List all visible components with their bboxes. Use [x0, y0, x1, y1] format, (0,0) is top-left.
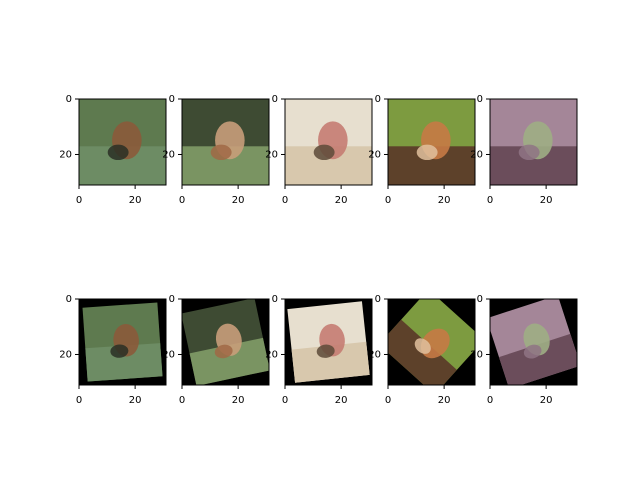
original-image-5 — [490, 99, 577, 185]
x-tick-label: 20 — [129, 395, 142, 406]
augmented-axis-frame — [489, 298, 578, 386]
panel-original-1: 0 20 0 20 — [59, 94, 167, 206]
x-tick-label: 20 — [232, 195, 245, 206]
original-axis-frame — [181, 98, 270, 186]
x-tick-label: 20 — [438, 195, 451, 206]
panel-original-5: 0 20 0 20 — [470, 94, 578, 206]
x-tick-label: 20 — [540, 195, 553, 206]
augmented-axis-frame — [78, 298, 167, 386]
x-tick-label: 20 — [335, 195, 348, 206]
original-image-3 — [285, 99, 372, 185]
augmented-axis-frame — [284, 298, 373, 386]
y-tick-label: 20 — [59, 349, 72, 360]
x-tick-label: 20 — [540, 395, 553, 406]
y-tick-label: 0 — [375, 294, 381, 305]
y-tick-label: 0 — [66, 294, 72, 305]
x-tick-label: 20 — [129, 195, 142, 206]
y-tick-label: 20 — [265, 149, 278, 160]
panel-original-3: 0 20 0 20 — [265, 94, 373, 206]
original-axis-frame — [489, 98, 578, 186]
x-tick-label: 0 — [385, 395, 391, 406]
original-image-4 — [388, 99, 475, 185]
x-tick-label: 0 — [76, 395, 82, 406]
x-tick-label: 0 — [487, 395, 493, 406]
x-tick-label: 0 — [76, 195, 82, 206]
y-tick-label: 0 — [169, 94, 175, 105]
x-tick-label: 0 — [282, 395, 288, 406]
augmented-image-2 — [182, 299, 269, 385]
y-tick-label: 20 — [368, 149, 381, 160]
y-tick-label: 0 — [272, 294, 278, 305]
x-tick-label: 20 — [335, 395, 348, 406]
y-tick-label: 0 — [272, 94, 278, 105]
panel-augmented-2: 0 20 0 20 — [162, 294, 270, 406]
x-tick-label: 0 — [487, 195, 493, 206]
y-tick-label: 20 — [162, 149, 175, 160]
y-tick-label: 20 — [59, 149, 72, 160]
y-tick-label: 0 — [375, 94, 381, 105]
x-tick-label: 0 — [179, 195, 185, 206]
augmented-image-3 — [287, 301, 370, 383]
original-image-1 — [79, 99, 166, 185]
original-axis-frame — [78, 98, 167, 186]
y-tick-label: 0 — [66, 94, 72, 105]
y-tick-label: 0 — [477, 294, 483, 305]
y-tick-label: 20 — [470, 149, 483, 160]
panel-original-4: 0 20 0 20 — [368, 94, 476, 206]
augmented-axis-frame — [181, 298, 270, 386]
y-tick-label: 0 — [477, 94, 483, 105]
y-tick-label: 20 — [368, 349, 381, 360]
panel-augmented-1: 0 20 0 20 — [59, 294, 167, 406]
x-tick-label: 20 — [438, 395, 451, 406]
x-tick-label: 0 — [179, 395, 185, 406]
augmented-axis-frame — [387, 298, 476, 386]
x-tick-label: 0 — [282, 195, 288, 206]
y-tick-label: 0 — [169, 294, 175, 305]
panel-augmented-4: 0 20 0 20 — [368, 294, 476, 406]
panel-augmented-5: 0 20 0 20 — [470, 294, 578, 406]
augmented-image-4 — [388, 299, 475, 385]
original-axis-frame — [284, 98, 373, 186]
panel-original-2: 0 20 0 20 — [162, 94, 270, 206]
augmented-image-1 — [82, 302, 163, 382]
original-axis-frame — [387, 98, 476, 186]
y-tick-label: 20 — [470, 349, 483, 360]
x-tick-label: 20 — [232, 395, 245, 406]
augmented-image-5 — [490, 299, 577, 385]
x-tick-label: 0 — [385, 195, 391, 206]
panel-augmented-3: 0 20 0 20 — [265, 294, 373, 406]
y-tick-label: 20 — [265, 349, 278, 360]
original-image-2 — [182, 99, 269, 185]
y-tick-label: 20 — [162, 349, 175, 360]
